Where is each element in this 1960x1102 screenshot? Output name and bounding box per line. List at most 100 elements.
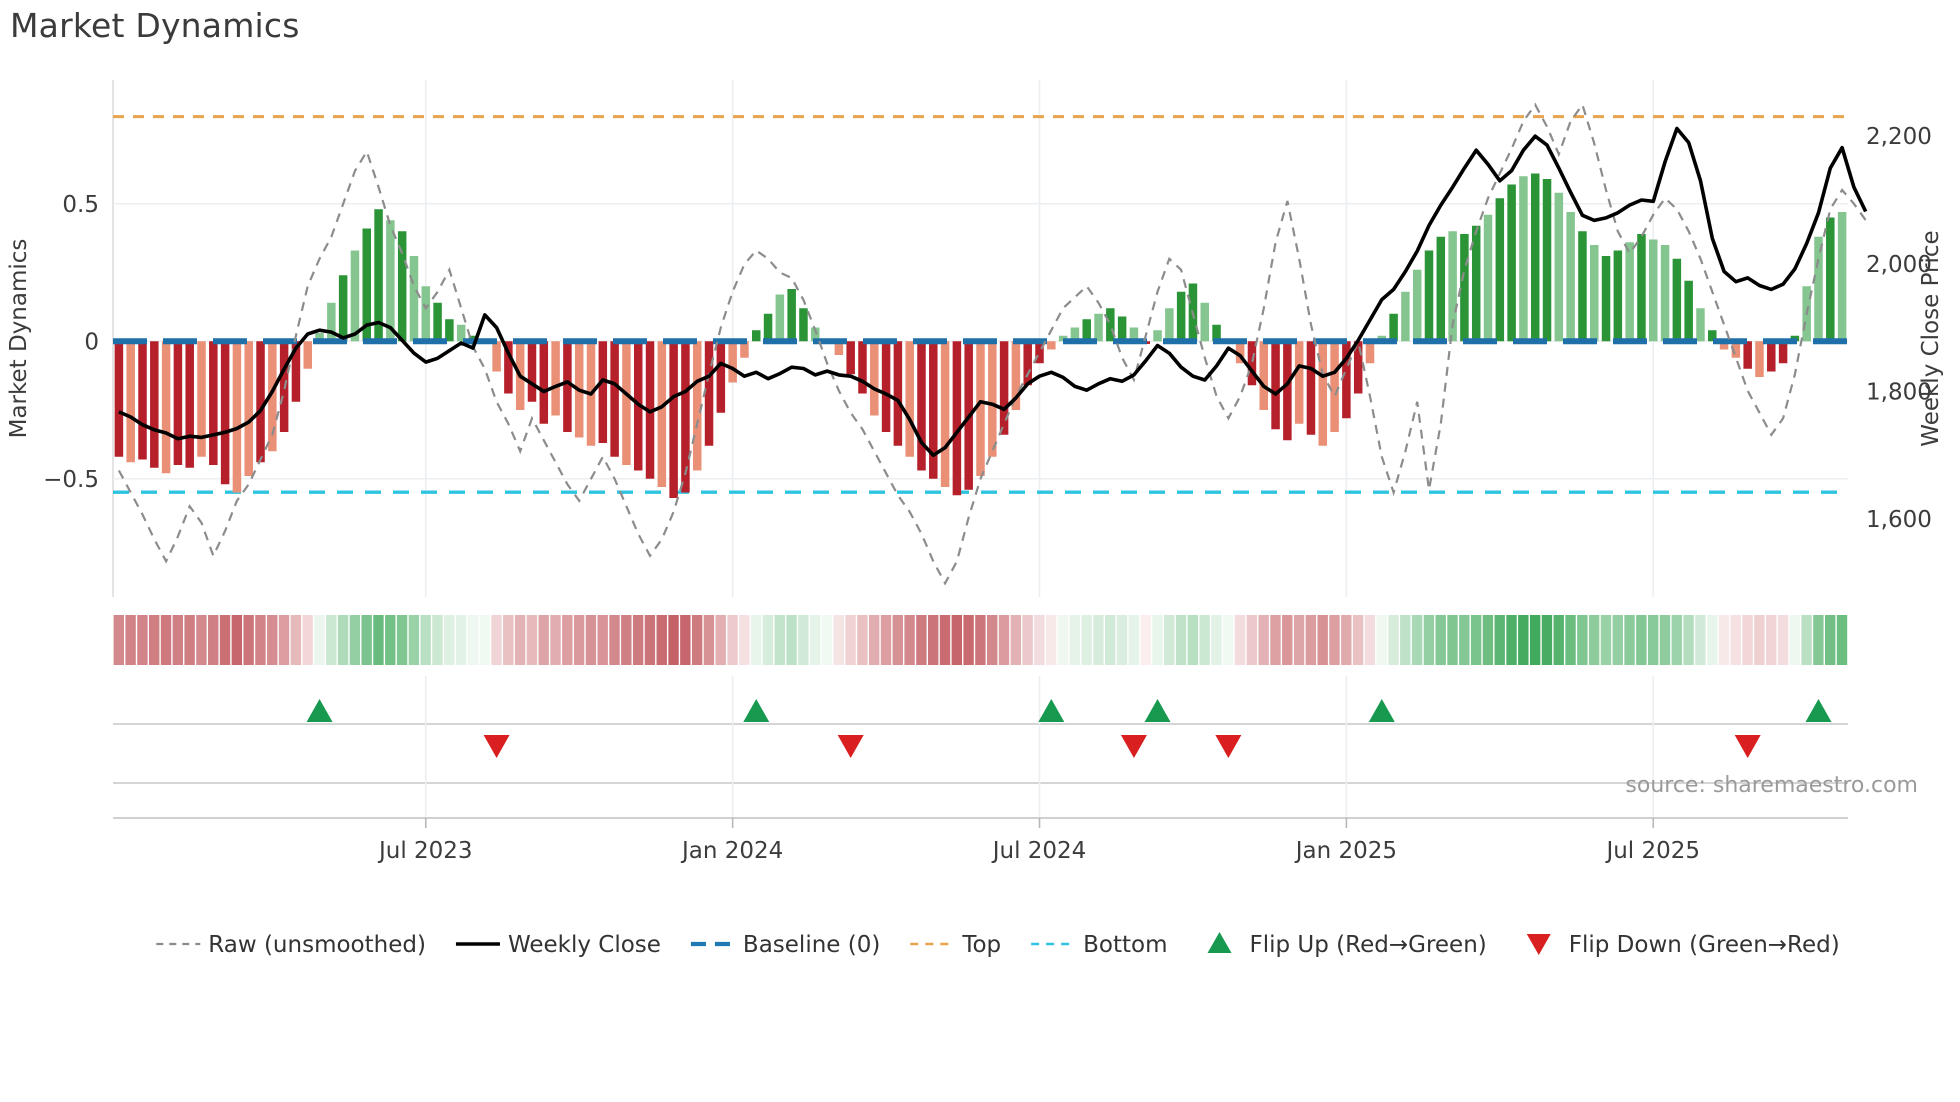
bar-20 (350, 250, 360, 342)
legend-item-0[interactable]: Raw (unsmoothed) (156, 932, 426, 958)
heatmap-cell-25 (408, 615, 420, 665)
bar-134 (1696, 308, 1705, 342)
page-title: Market Dynamics (10, 6, 300, 45)
bar-103 (1330, 341, 1339, 432)
bar-55 (763, 313, 773, 342)
flip-up-marker-0[interactable] (306, 699, 333, 722)
bar-63 (858, 341, 867, 394)
flip-up-marker-10[interactable] (1805, 699, 1832, 722)
legend-label-1: Weekly Close (508, 932, 661, 958)
bar-127 (1613, 250, 1623, 342)
bar-24 (397, 231, 407, 342)
heatmap-cell-42 (609, 615, 620, 665)
heatmap-cell-70 (939, 615, 951, 665)
bar-0 (114, 341, 124, 457)
right-tick-label-0: 2,200 (1866, 124, 1932, 150)
flip-down-marker-7[interactable] (1215, 735, 1242, 758)
bar-118 (1507, 184, 1516, 342)
heatmap-cell-119 (1518, 615, 1529, 665)
bar-41 (598, 341, 608, 443)
x-tick-label-4: Jul 2025 (1604, 838, 1700, 864)
heatmap-cell-7 (196, 615, 207, 665)
bar-109 (1401, 291, 1410, 342)
heatmap-cell-16 (302, 615, 313, 665)
bar-66 (893, 341, 903, 446)
bar-3 (150, 341, 159, 468)
heatmap-cell-23 (385, 615, 396, 665)
bar-32 (492, 341, 501, 372)
heatmap-cell-0 (113, 615, 125, 665)
bar-2 (138, 341, 147, 460)
heatmap-cell-132 (1671, 615, 1682, 665)
legend-item-2[interactable]: Baseline (0) (690, 932, 880, 958)
bar-105 (1353, 341, 1363, 394)
flip-up-marker-6[interactable] (1144, 699, 1171, 722)
bar-120 (1530, 173, 1540, 342)
bar-96 (1247, 341, 1257, 386)
flip-up-marker-8[interactable] (1368, 699, 1395, 722)
bar-57 (787, 289, 796, 342)
right-axis-title: Weekly Close Price (1918, 230, 1944, 446)
bar-99 (1283, 341, 1292, 441)
flip-up-marker-4[interactable] (1038, 699, 1065, 722)
heatmap-cell-78 (1034, 615, 1045, 665)
flip-up-marker-2[interactable] (743, 699, 770, 722)
heatmap-cell-1 (125, 615, 136, 665)
bar-88 (1153, 330, 1162, 342)
bar-47 (669, 341, 678, 498)
weekly-close-line (118, 126, 1868, 458)
heatmap-cell-62 (845, 615, 856, 665)
heatmap-cell-26 (420, 615, 431, 665)
bar-104 (1342, 341, 1351, 419)
bar-75 (999, 341, 1009, 435)
bar-4 (161, 341, 171, 474)
heatmap-cell-52 (727, 615, 738, 665)
legend-item-5[interactable]: Flip Up (Red→Green) (1207, 932, 1487, 958)
bar-121 (1542, 179, 1552, 342)
bar-23 (386, 220, 395, 342)
legend-item-4[interactable]: Bottom (1031, 932, 1168, 958)
heatmap-cell-35 (526, 615, 538, 665)
heatmap-cell-2 (137, 615, 148, 665)
right-tick-label-3: 1,600 (1866, 507, 1932, 533)
heatmap-cell-103 (1329, 615, 1340, 665)
legend-label-5: Flip Up (Red→Green) (1250, 932, 1487, 958)
heatmap-cell-74 (987, 615, 998, 665)
legend-item-6[interactable]: Flip Down (Green→Red) (1526, 932, 1840, 958)
bar-46 (657, 341, 667, 487)
flip-down-marker-5[interactable] (1120, 735, 1147, 758)
bar-13 (268, 341, 277, 452)
legend-item-3[interactable]: Top (910, 932, 1001, 958)
heatmap-cell-4 (160, 615, 172, 665)
heatmap-cell-15 (290, 615, 302, 665)
bar-5 (173, 341, 183, 465)
flip-down-marker-1[interactable] (483, 735, 510, 758)
heatmap-cell-116 (1482, 615, 1494, 665)
left-tick-label-1: 0 (84, 329, 99, 355)
legend-item-1[interactable]: Weekly Close (455, 932, 661, 958)
bar-1 (126, 341, 135, 463)
heatmap-cell-54 (750, 615, 762, 665)
bar-53 (740, 341, 749, 358)
bar-70 (940, 341, 950, 487)
bar-102 (1318, 341, 1328, 446)
bar-131 (1660, 245, 1670, 342)
heatmap-cell-107 (1376, 615, 1387, 665)
bar-9 (220, 341, 230, 485)
bar-90 (1176, 291, 1186, 342)
heatmap-cell-36 (538, 615, 549, 665)
heatmap-cell-134 (1695, 615, 1706, 665)
heatmap-cell-131 (1659, 615, 1671, 665)
bar-76 (1011, 341, 1021, 410)
bar-110 (1412, 269, 1422, 342)
bar-71 (952, 341, 962, 496)
flip-down-marker-3[interactable] (837, 735, 864, 758)
heatmap-cell-112 (1435, 615, 1446, 665)
heatmap-cell-124 (1577, 615, 1588, 665)
bar-140 (1767, 341, 1776, 372)
flip-down-marker-9[interactable] (1734, 735, 1761, 758)
heatmap-cell-101 (1305, 615, 1317, 665)
heatmap-cell-97 (1258, 615, 1269, 665)
left-tick-label-2: −0.5 (43, 467, 99, 493)
bar-50 (704, 341, 714, 446)
